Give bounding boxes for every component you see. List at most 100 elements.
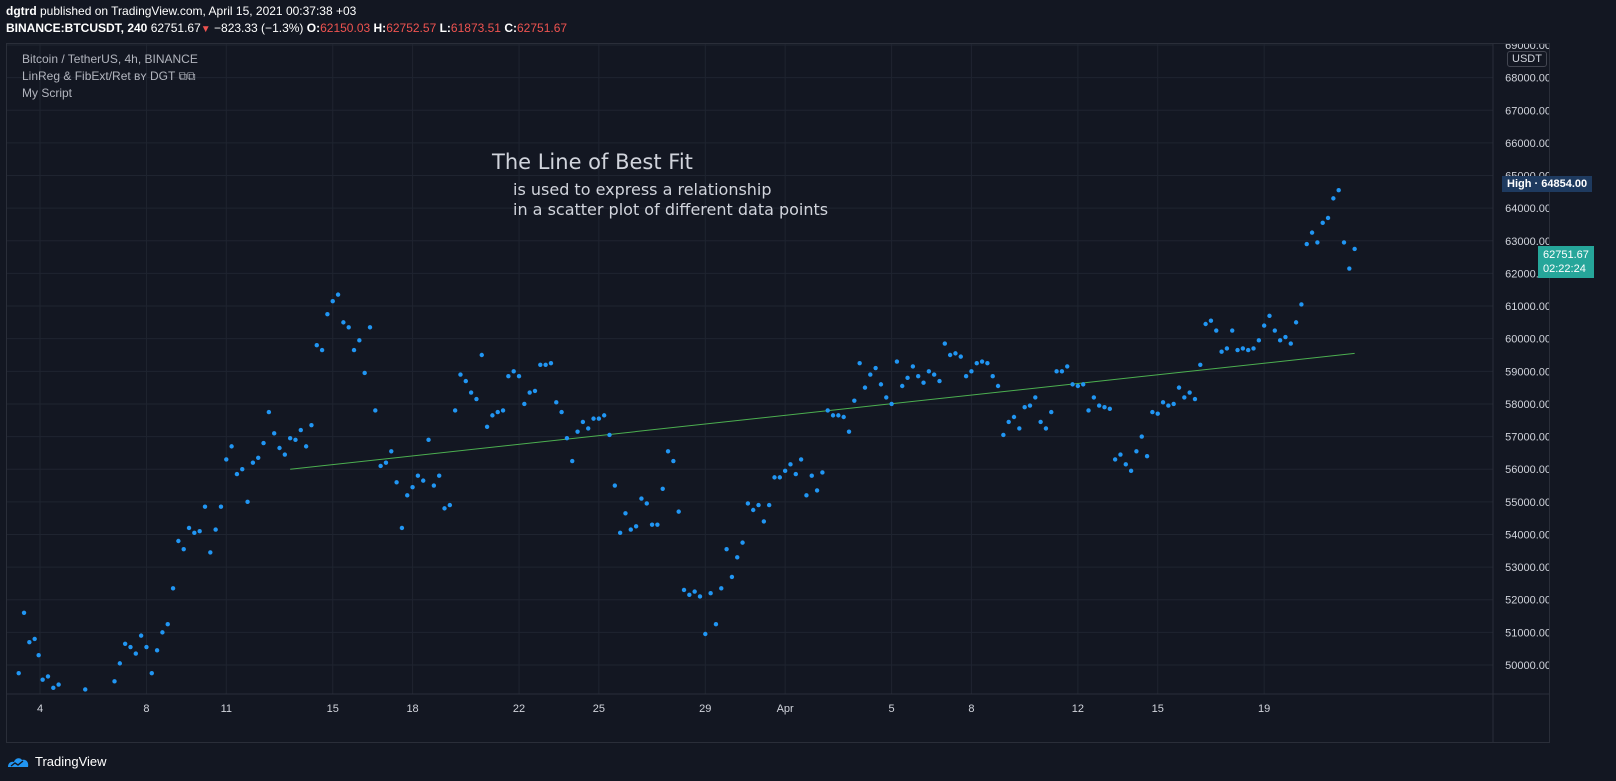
scatter-point[interactable] [1336, 188, 1341, 193]
scatter-point[interactable] [282, 452, 288, 457]
legend-title[interactable]: Bitcoin / TetherUS, 4h, BINANCE [22, 52, 198, 66]
scatter-point[interactable] [442, 506, 447, 511]
scatter-point[interactable] [1272, 328, 1278, 333]
scatter-point[interactable] [330, 298, 335, 304]
scatter-point[interactable] [1198, 362, 1203, 367]
scatter-point[interactable] [995, 383, 1001, 389]
scatter-point[interactable] [841, 414, 846, 420]
scatter-point[interactable] [820, 470, 825, 475]
scatter-point[interactable] [149, 670, 154, 676]
scatter-point[interactable] [974, 360, 979, 366]
scatter-point[interactable] [1171, 401, 1176, 407]
scatter-point[interactable] [1288, 341, 1293, 346]
scatter-point[interactable] [128, 644, 133, 650]
scatter-point[interactable] [846, 429, 852, 434]
scatter-point[interactable] [197, 529, 202, 534]
scatter-point[interactable] [1331, 196, 1336, 201]
scatter-point[interactable] [1001, 432, 1006, 438]
scatter-point[interactable] [1251, 346, 1256, 351]
scatter-point[interactable] [16, 670, 21, 676]
scatter-point[interactable] [378, 463, 383, 469]
scatter-point[interactable] [857, 360, 862, 366]
scatter-point[interactable] [985, 360, 990, 366]
scatter-point[interactable] [1134, 449, 1139, 454]
scatter-point[interactable] [506, 374, 511, 379]
scatter-point[interactable] [937, 378, 942, 384]
scatter-point[interactable] [303, 444, 309, 449]
scatter-point[interactable] [1176, 385, 1182, 390]
scatter-point[interactable] [697, 594, 703, 599]
scatter-point[interactable] [671, 458, 676, 464]
scatter-point[interactable] [591, 416, 596, 421]
scatter-point[interactable] [900, 383, 905, 389]
scatter-point[interactable] [878, 382, 884, 387]
scatter-point[interactable] [1203, 321, 1208, 327]
scatter-point[interactable] [1155, 411, 1160, 416]
scatter-point[interactable] [1118, 452, 1123, 457]
scatter-point[interactable] [910, 364, 916, 369]
scatter-point[interactable] [564, 436, 570, 441]
scatter-point[interactable] [474, 396, 479, 402]
scatter-point[interactable] [703, 631, 708, 637]
scatter-point[interactable] [1070, 382, 1075, 387]
scatter-point[interactable] [399, 525, 405, 531]
scatter-point[interactable] [676, 509, 681, 514]
scatter-point[interactable] [287, 436, 293, 441]
scatter-point[interactable] [687, 592, 692, 598]
scatter-point[interactable] [511, 369, 516, 374]
scatter-point[interactable] [293, 437, 298, 443]
scatter-point[interactable] [83, 687, 88, 692]
scatter-point[interactable] [1027, 403, 1033, 408]
scatter-point[interactable] [21, 610, 27, 615]
scatter-point[interactable] [1182, 395, 1187, 400]
scatter-point[interactable] [1187, 390, 1192, 395]
scatter-point[interactable] [782, 468, 788, 474]
scatter-point[interactable] [580, 419, 586, 425]
scatter-point[interactable] [224, 457, 229, 462]
scatter-point[interactable] [766, 502, 772, 508]
scatter-point[interactable] [596, 416, 602, 421]
scatter-point[interactable] [889, 401, 894, 407]
scatter-point[interactable] [367, 325, 373, 330]
scatter-point[interactable] [1096, 403, 1102, 408]
scatter-point[interactable] [1230, 328, 1235, 333]
scatter-point[interactable] [1320, 220, 1325, 226]
scatter-point[interactable] [165, 622, 170, 627]
scatter-point[interactable] [373, 408, 378, 413]
scatter-point[interactable] [1081, 382, 1086, 387]
legend-indicator[interactable]: LinReg & FibExt/Ret ʙʏ DGT ⧉⧉ [22, 69, 196, 83]
scatter-point[interactable] [410, 484, 415, 490]
scatter-point[interactable] [926, 369, 932, 374]
scatter-point[interactable] [1304, 241, 1309, 247]
scatter-point[interactable] [176, 538, 181, 544]
scatter-point[interactable] [1277, 338, 1283, 343]
scatter-point[interactable] [1022, 405, 1027, 410]
scatter-point[interactable] [1128, 468, 1134, 474]
scatter-point[interactable] [1091, 395, 1097, 400]
scatter-point[interactable] [575, 429, 580, 434]
scatter-point[interactable] [1219, 349, 1224, 354]
scatter-point[interactable] [500, 408, 506, 413]
scatter-point[interactable] [862, 385, 868, 390]
scatter-point[interactable] [729, 574, 735, 580]
scatter-point[interactable] [421, 478, 426, 483]
scatter-point[interactable] [836, 413, 841, 418]
scatter-point[interactable] [1150, 409, 1155, 415]
scatter-point[interactable] [708, 591, 713, 596]
scatter-point[interactable] [1192, 396, 1198, 402]
currency-label[interactable]: USDT [1507, 51, 1547, 67]
scatter-point[interactable] [559, 409, 564, 415]
scatter-point[interactable] [335, 292, 341, 297]
scatter-point[interactable] [325, 312, 330, 317]
scatter-point[interactable] [617, 530, 623, 536]
scatter-point[interactable] [45, 674, 51, 679]
scatter-point[interactable] [1261, 323, 1267, 328]
scatter-point[interactable] [298, 427, 303, 433]
scatter-point[interactable] [793, 471, 798, 477]
scatter-point[interactable] [245, 499, 250, 505]
scatter-point[interactable] [554, 400, 559, 405]
scatter-point[interactable] [1352, 246, 1357, 252]
scatter-point[interactable] [1325, 215, 1331, 221]
scatter-point[interactable] [484, 424, 490, 429]
scatter-point[interactable] [931, 372, 937, 377]
